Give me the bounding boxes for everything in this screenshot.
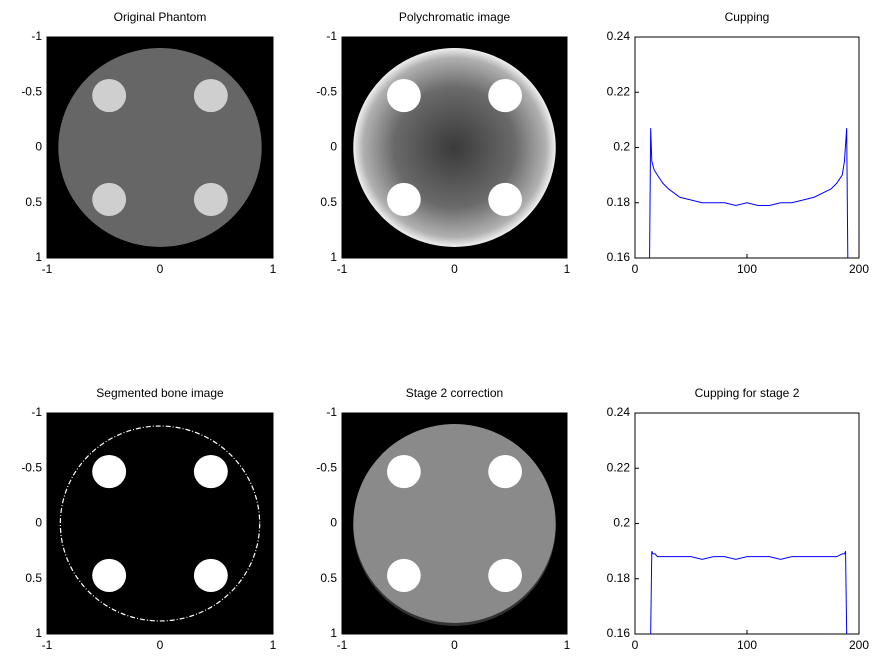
bone-insert bbox=[194, 79, 228, 112]
x-tick-label: 0 bbox=[157, 638, 164, 652]
x-tick-label: -1 bbox=[42, 638, 53, 652]
y-tick-label: 0.18 bbox=[607, 195, 631, 209]
x-tick-label: 100 bbox=[737, 638, 757, 652]
subplot-title: Segmented bone image bbox=[96, 386, 224, 400]
y-tick-label: 0 bbox=[35, 140, 42, 154]
bone-insert bbox=[488, 559, 522, 592]
subplot-title: Cupping bbox=[725, 10, 770, 24]
y-tick-label: 0.5 bbox=[320, 195, 337, 209]
y-tick-label: 0.16 bbox=[607, 626, 631, 640]
y-tick-label: 0.2 bbox=[613, 140, 630, 154]
x-tick-label: 0 bbox=[632, 638, 639, 652]
y-tick-label: -1 bbox=[31, 29, 42, 43]
bone-insert bbox=[92, 79, 126, 112]
y-tick-label: -0.5 bbox=[316, 460, 337, 474]
bone-insert bbox=[488, 455, 522, 488]
x-tick-label: 0 bbox=[451, 638, 458, 652]
x-tick-label: 200 bbox=[849, 638, 869, 652]
y-tick-label: 0.22 bbox=[607, 84, 631, 98]
bone-insert bbox=[387, 559, 421, 592]
axes-background bbox=[635, 37, 859, 258]
y-tick-label: 0.16 bbox=[607, 250, 631, 264]
x-tick-label: 1 bbox=[270, 262, 277, 276]
y-tick-label: 0.24 bbox=[607, 405, 631, 419]
y-tick-label: 0.5 bbox=[25, 571, 42, 585]
subplot-title: Stage 2 correction bbox=[406, 386, 503, 400]
y-tick-label: 1 bbox=[330, 250, 337, 264]
bone-insert bbox=[92, 183, 126, 216]
phantom-body bbox=[353, 424, 556, 623]
bone-insert bbox=[92, 559, 126, 592]
x-tick-label: -1 bbox=[337, 262, 348, 276]
x-tick-label: 1 bbox=[564, 638, 571, 652]
bone-insert bbox=[194, 455, 228, 488]
bone-insert bbox=[194, 559, 228, 592]
bone-insert bbox=[387, 79, 421, 112]
y-tick-label: 0.2 bbox=[613, 516, 630, 530]
y-tick-label: 1 bbox=[35, 250, 42, 264]
y-tick-label: -1 bbox=[326, 29, 337, 43]
bone-insert bbox=[488, 183, 522, 216]
phantom-body bbox=[353, 48, 556, 247]
x-tick-label: -1 bbox=[42, 262, 53, 276]
y-tick-label: 0.18 bbox=[607, 571, 631, 585]
x-tick-label: 200 bbox=[849, 262, 869, 276]
y-tick-label: 1 bbox=[35, 626, 42, 640]
x-tick-label: -1 bbox=[337, 638, 348, 652]
y-tick-label: 0.5 bbox=[25, 195, 42, 209]
subplot-title: Polychromatic image bbox=[399, 10, 511, 24]
phantom-body bbox=[58, 48, 261, 247]
x-tick-label: 0 bbox=[157, 262, 164, 276]
bone-insert bbox=[488, 79, 522, 112]
y-tick-label: 0.24 bbox=[607, 29, 631, 43]
x-tick-label: 1 bbox=[270, 638, 277, 652]
bone-insert bbox=[92, 455, 126, 488]
x-tick-label: 0 bbox=[451, 262, 458, 276]
bone-insert bbox=[194, 183, 228, 216]
y-tick-label: 0.22 bbox=[607, 460, 631, 474]
x-tick-label: 1 bbox=[564, 262, 571, 276]
subplot-title: Cupping for stage 2 bbox=[695, 386, 800, 400]
bone-insert bbox=[387, 183, 421, 216]
y-tick-label: 1 bbox=[330, 626, 337, 640]
y-tick-label: 0.5 bbox=[320, 571, 337, 585]
y-tick-label: -1 bbox=[31, 405, 42, 419]
image-background bbox=[47, 413, 273, 634]
y-tick-label: -0.5 bbox=[21, 84, 42, 98]
y-tick-label: -0.5 bbox=[316, 84, 337, 98]
y-tick-label: -0.5 bbox=[21, 460, 42, 474]
y-tick-label: 0 bbox=[35, 516, 42, 530]
y-tick-label: 0 bbox=[330, 140, 337, 154]
axes-background bbox=[635, 413, 859, 634]
subplot-title: Original Phantom bbox=[114, 10, 207, 24]
figure: Original Phantom-101-1-0.500.51Polychrom… bbox=[0, 0, 876, 656]
bone-insert bbox=[387, 455, 421, 488]
y-tick-label: -1 bbox=[326, 405, 337, 419]
y-tick-label: 0 bbox=[330, 516, 337, 530]
x-tick-label: 100 bbox=[737, 262, 757, 276]
x-tick-label: 0 bbox=[632, 262, 639, 276]
